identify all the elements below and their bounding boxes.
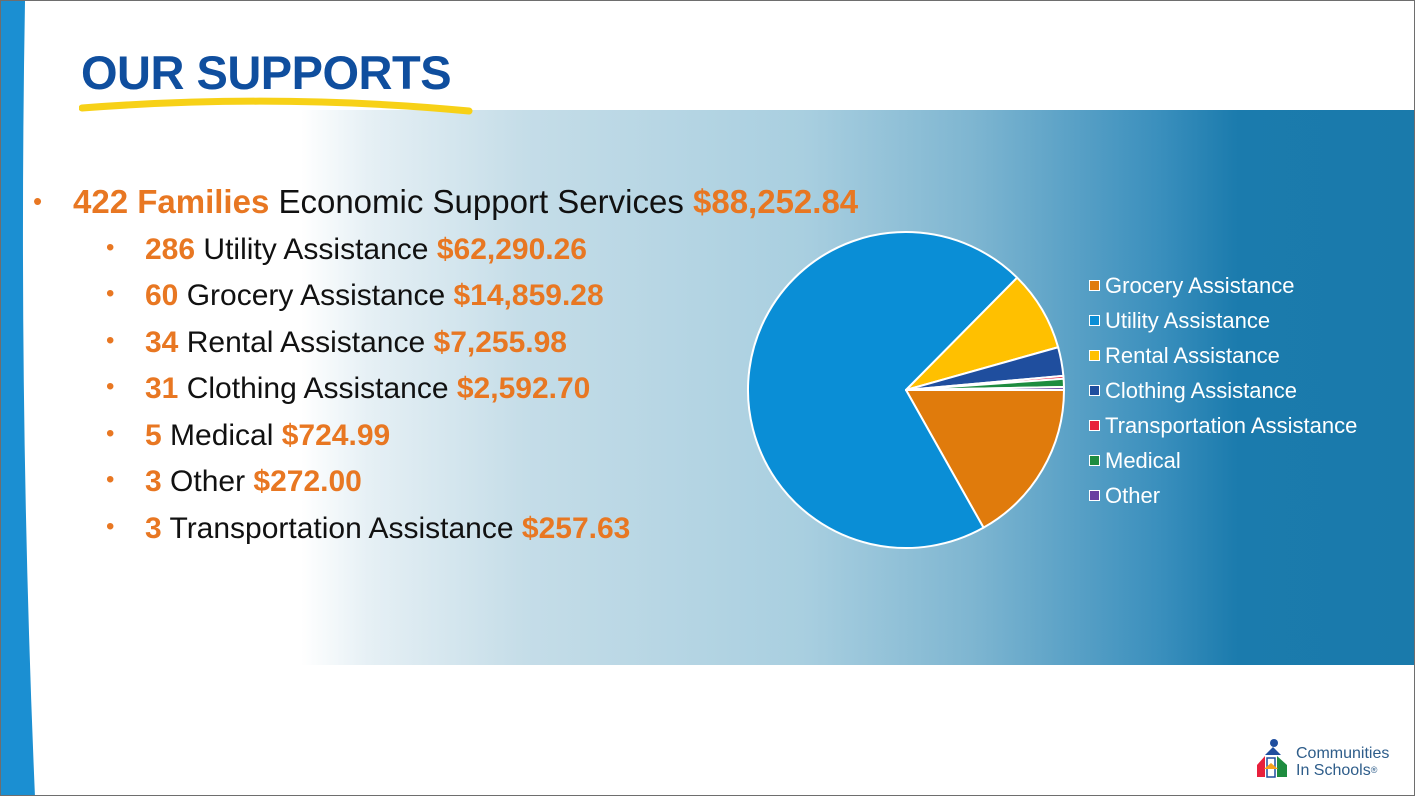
legend-label: Medical	[1105, 447, 1181, 473]
sub-bullet: • 31 Clothing Assistance $2,592.70	[106, 372, 590, 406]
bullet-dot: •	[106, 420, 115, 447]
sub-amount: $2,592.70	[456, 372, 591, 405]
sub-count: 60	[145, 279, 179, 312]
sub-amount: $62,290.26	[436, 233, 587, 266]
legend-item: Transportation Assistance	[1089, 408, 1357, 443]
main-bullet: • 422 Families Economic Support Services …	[33, 183, 858, 221]
bullet-dot: •	[106, 513, 115, 540]
sub-amount: $257.63	[521, 512, 631, 545]
sub-amount: $724.99	[281, 419, 391, 452]
sub-amount: $272.00	[253, 465, 362, 498]
legend-swatch	[1089, 385, 1100, 396]
sub-bullet: • 3 Other $272.00	[106, 465, 362, 499]
logo-text-line1: Communities	[1296, 745, 1390, 762]
legend-label: Grocery Assistance	[1105, 272, 1295, 298]
legend-item: Rental Assistance	[1089, 338, 1357, 373]
pie-slice-utility-assistance	[747, 231, 1019, 549]
pie-slice-other	[905, 385, 1065, 391]
chart-legend: Grocery Assistance Utility Assistance Re…	[1089, 268, 1357, 513]
bullet-dot: •	[106, 234, 115, 261]
sub-bullet: • 5 Medical $724.99	[106, 419, 390, 453]
legend-item: Utility Assistance	[1089, 303, 1357, 338]
bullet-dot: •	[106, 280, 115, 307]
main-amount: $88,252.84	[693, 183, 859, 220]
bullet-dot: •	[106, 327, 115, 354]
bullet-dot: •	[33, 186, 43, 216]
logo-text: Communities In Schools®	[1296, 745, 1389, 779]
sub-label: Clothing Assistance	[186, 372, 449, 405]
legend-swatch	[1089, 455, 1100, 466]
sub-bullet: • 34 Rental Assistance $7,255.98	[106, 326, 567, 360]
legend-swatch	[1089, 350, 1100, 361]
pie-slice-grocery-assistance	[905, 389, 1065, 529]
sub-count: 5	[145, 419, 162, 452]
sub-count: 3	[145, 512, 162, 545]
main-label: Economic Support Services	[278, 183, 684, 220]
slide-title: OUR SUPPORTS	[81, 46, 452, 99]
legend-swatch	[1089, 280, 1100, 291]
legend-swatch	[1089, 490, 1100, 501]
sub-count: 3	[145, 465, 162, 498]
legend-item: Other	[1089, 478, 1357, 513]
legend-label: Other	[1105, 482, 1161, 508]
sub-label: Utility Assistance	[203, 233, 429, 266]
legend-label: Clothing Assistance	[1105, 377, 1297, 403]
sub-count: 31	[145, 372, 179, 405]
sub-amount: $7,255.98	[433, 326, 567, 359]
legend-item: Medical	[1089, 443, 1357, 478]
sub-label: Transportation Assistance	[169, 512, 514, 545]
legend-item: Clothing Assistance	[1089, 373, 1357, 408]
communities-in-schools-logo: Communities In Schools®	[1254, 734, 1404, 784]
sub-bullet: • 3 Transportation Assistance $257.63	[106, 512, 630, 546]
sub-label: Rental Assistance	[186, 326, 426, 359]
logo-registered-mark: ®	[1370, 765, 1378, 775]
legend-swatch	[1089, 315, 1100, 326]
sub-bullet: • 60 Grocery Assistance $14,859.28	[106, 279, 604, 313]
pie-chart	[747, 231, 1065, 549]
legend-item: Grocery Assistance	[1089, 268, 1357, 303]
sub-label: Grocery Assistance	[186, 279, 446, 312]
sub-amount: $14,859.28	[453, 279, 604, 312]
logo-text-line2: In Schools®	[1296, 762, 1389, 779]
title-underline	[79, 97, 473, 115]
sub-count: 34	[145, 326, 179, 359]
sub-label: Medical	[170, 419, 274, 452]
bullet-dot: •	[106, 466, 115, 493]
sub-bullet: • 286 Utility Assistance $62,290.26	[106, 233, 587, 267]
main-count: 422 Families	[73, 183, 270, 220]
sub-label: Other	[170, 465, 246, 498]
bullet-dot: •	[106, 373, 115, 400]
logo-mark-icon	[1257, 739, 1287, 778]
sub-count: 286	[145, 233, 196, 266]
legend-label: Rental Assistance	[1105, 342, 1280, 368]
left-accent-bar	[1, 1, 35, 795]
logo-text-line2-label: In Schools	[1296, 762, 1371, 779]
legend-swatch	[1089, 420, 1100, 431]
legend-label: Utility Assistance	[1105, 307, 1271, 333]
legend-label: Transportation Assistance	[1105, 412, 1358, 438]
